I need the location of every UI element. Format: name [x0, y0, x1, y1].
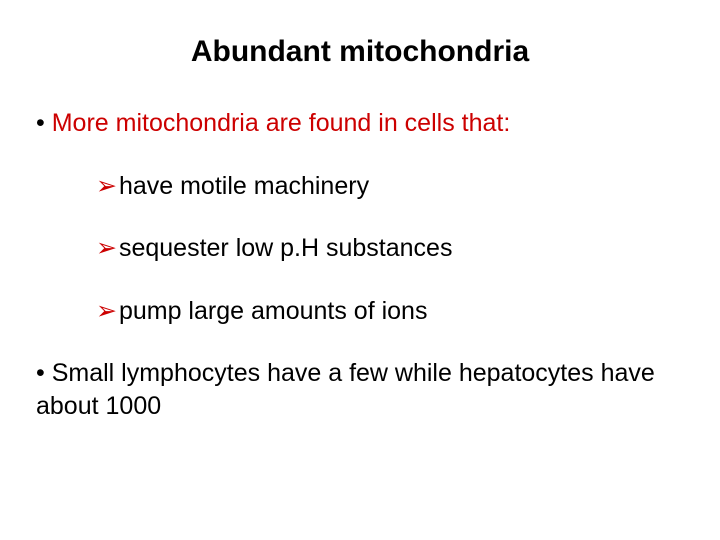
arrow-icon: ➢: [96, 295, 117, 328]
slide-title: Abundant mitochondria: [30, 35, 690, 69]
sub-bullet-1: ➢have motile machinery: [30, 170, 690, 203]
bullet-main-2-text: Small lymphocytes have a few while hepat…: [36, 359, 655, 420]
bullet-main-2: • Small lymphocytes have a few while hep…: [30, 357, 690, 422]
sub-bullet-3-text: pump large amounts of ions: [119, 297, 428, 325]
bullet-main-1: • More mitochondria are found in cells t…: [30, 107, 690, 140]
bullet-dot-icon: •: [36, 107, 45, 140]
slide: Abundant mitochondria • More mitochondri…: [0, 0, 720, 540]
sub-bullet-2-text: sequester low p.H substances: [119, 234, 453, 262]
bullet-dot-icon: •: [36, 357, 45, 390]
sub-bullet-3: ➢pump large amounts of ions: [30, 295, 690, 328]
bullet-main-1-text: More mitochondria are found in cells tha…: [52, 109, 511, 137]
sub-bullet-2: ➢sequester low p.H substances: [30, 232, 690, 265]
sub-bullet-1-text: have motile machinery: [119, 172, 369, 200]
arrow-icon: ➢: [96, 170, 117, 203]
arrow-icon: ➢: [96, 232, 117, 265]
